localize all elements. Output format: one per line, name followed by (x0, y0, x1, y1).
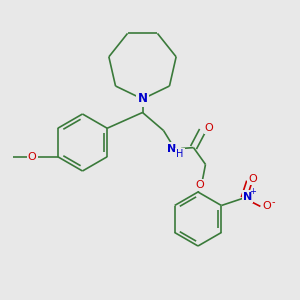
Text: O: O (248, 173, 257, 184)
Text: N: N (167, 143, 176, 154)
Text: N: N (243, 191, 252, 202)
Text: +: + (249, 187, 256, 196)
Text: -: - (271, 197, 275, 207)
Text: O: O (262, 201, 272, 212)
Text: H: H (176, 149, 184, 159)
Text: O: O (205, 123, 214, 133)
Text: O: O (28, 152, 36, 162)
Text: N: N (137, 92, 148, 106)
Text: O: O (196, 180, 205, 190)
